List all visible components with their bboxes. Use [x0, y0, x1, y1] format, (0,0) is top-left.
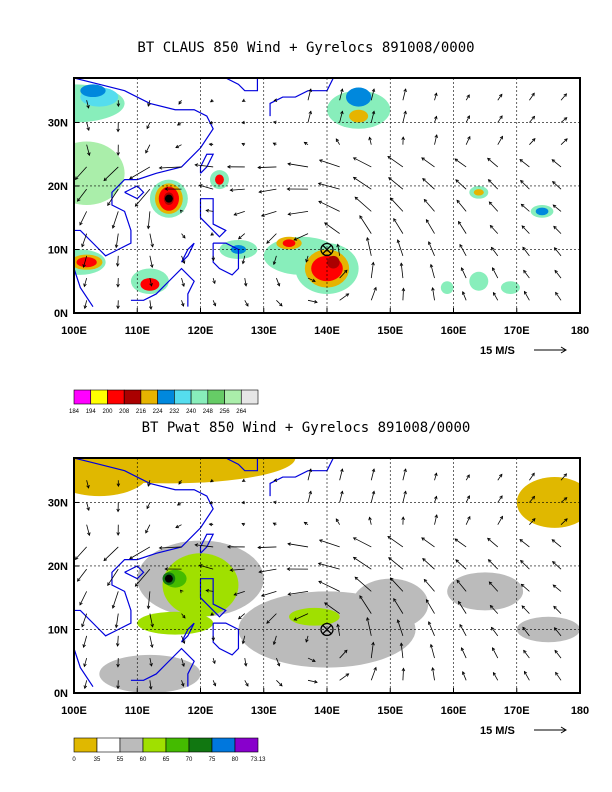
y-tick-label: 30N — [48, 117, 68, 129]
colorbar-1: 0 35 55 60 65 70 75 80 73.13 — [72, 737, 266, 763]
colorbar-label: 80 — [232, 757, 239, 763]
y-tick-label: 20N — [48, 181, 68, 193]
colorbar-swatch — [174, 389, 192, 405]
colorbar-label: 73.13 — [250, 757, 266, 763]
y-tick-label: 30N — [48, 497, 68, 509]
colorbar-label: 0 — [72, 757, 76, 763]
colorbar-swatch — [140, 389, 158, 405]
x-tick-label: 120E — [188, 325, 214, 337]
colorbar-swatch — [123, 389, 142, 405]
colorbar-swatch — [96, 737, 121, 753]
x-tick-label: 170E — [504, 325, 530, 337]
x-tick-label: 120E — [188, 705, 214, 717]
colorbar-swatch — [165, 737, 190, 753]
colorbar-label: 224 — [153, 409, 164, 415]
colorbar-swatch — [142, 737, 167, 753]
colorbar-label: 240 — [186, 409, 197, 415]
colorbar-label: 200 — [102, 409, 113, 415]
circle-cross-icon — [320, 622, 334, 637]
x-tick-label: 100E — [61, 705, 87, 717]
x-tick-label: 150E — [377, 705, 403, 717]
x-tick-label: 110E — [125, 325, 150, 337]
typhoon-symbol-icon — [164, 194, 173, 203]
x-tick-label: 140E — [314, 325, 340, 337]
x-tick-label: 180 — [571, 325, 589, 337]
colorbar-swatch — [234, 737, 259, 753]
typhoon-symbol-icon — [164, 574, 173, 583]
colorbar-swatch — [119, 737, 144, 753]
x-tick-label: 100E — [61, 325, 87, 337]
reference-vector-label: 15 M/S — [480, 345, 515, 357]
colorbar-0: 184 194 200 208 216 224 232 240 248 256 264 — [69, 389, 259, 415]
panel-title-pwat: BT Pwat 850 Wind + Gyrelocs 891008/0000 — [141, 420, 471, 436]
colorbar-label: 256 — [220, 409, 231, 415]
reference-vector-label: 15 M/S — [480, 725, 515, 737]
y-tick-label: 0N — [54, 308, 68, 320]
y-tick-label: 10N — [48, 624, 68, 636]
colorbar-swatch — [90, 389, 108, 405]
map-panel-0: 100E 110E 120E 130E 140E 150E 160E 170E 180 0N 10N… — [48, 77, 589, 415]
y-tick-label: 20N — [48, 561, 68, 573]
colorbar-label: 232 — [169, 409, 180, 415]
colorbar-label: 184 — [69, 409, 80, 415]
colorbar-swatch — [240, 389, 259, 405]
colorbar-label: 248 — [203, 409, 214, 415]
colorbar-swatch — [211, 737, 236, 753]
y-tick-label: 0N — [54, 688, 68, 700]
colorbar-swatch — [188, 737, 213, 753]
x-tick-label: 160E — [441, 705, 467, 717]
circle-cross-icon — [320, 242, 334, 257]
y-tick-label: 10N — [48, 244, 68, 256]
colorbar-swatch — [224, 389, 242, 405]
colorbar-swatch — [73, 389, 92, 405]
x-tick-label: 180 — [571, 705, 589, 717]
colorbar-label: 70 — [186, 757, 193, 763]
x-tick-label: 130E — [251, 325, 277, 337]
x-tick-label: 130E — [251, 705, 277, 717]
x-tick-label: 140E — [314, 705, 340, 717]
colorbar-swatch — [157, 389, 175, 405]
colorbar-swatch — [107, 389, 125, 405]
x-tick-label: 160E — [441, 325, 467, 337]
map-panel-1: 100E 110E 120E 130E 140E 150E 160E 170E 180 0N 10N… — [48, 457, 589, 763]
colorbar-label: 35 — [94, 757, 101, 763]
colorbar-swatch — [73, 737, 98, 753]
panel-title-claus: BT CLAUS 850 Wind + Gyrelocs 891008/0000 — [137, 40, 475, 56]
x-tick-label: 170E — [504, 705, 530, 717]
reference-vector: 15 M/S — [480, 345, 567, 357]
colorbar-label: 60 — [140, 757, 147, 763]
colorbar-label: 264 — [236, 409, 247, 415]
colorbar-swatch — [190, 389, 209, 405]
colorbar-label: 75 — [209, 757, 216, 763]
colorbar-label: 65 — [163, 757, 170, 763]
colorbar-label: 208 — [119, 409, 130, 415]
colorbar-label: 194 — [86, 409, 97, 415]
x-tick-label: 110E — [125, 705, 150, 717]
colorbar-swatch — [207, 389, 225, 405]
colorbar-label: 216 — [136, 409, 147, 415]
reference-vector: 15 M/S — [480, 725, 567, 737]
colorbar-label: 55 — [117, 757, 124, 763]
x-tick-label: 150E — [377, 325, 403, 337]
